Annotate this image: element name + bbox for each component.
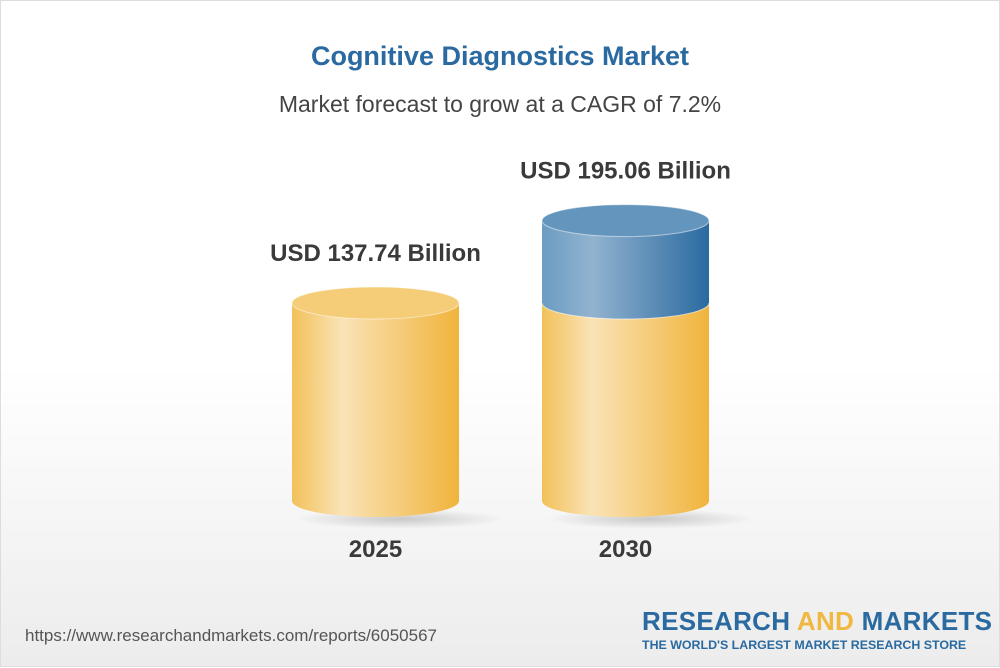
bar-2025-top [291, 286, 460, 320]
bar-2030-growth-top [541, 204, 710, 238]
source-url[interactable]: https://www.researchandmarkets.com/repor… [25, 626, 437, 645]
chart-title: Cognitive Diagnostics Market [310, 41, 690, 71]
x-tick-label: 2030 [599, 536, 652, 563]
data-label: USD 137.74 Billion [270, 240, 481, 267]
bar-2030-base [542, 303, 709, 517]
bar-2025-body [292, 303, 459, 517]
bar-divider [541, 302, 710, 320]
chart-subtitle: Market forecast to grow at a CAGR of 7.2… [278, 91, 722, 117]
bar-2030-growth-body [542, 220, 709, 319]
data-label: USD 195.06 Billion [520, 158, 731, 185]
research-and-markets-logo: RESEARCH AND MARKETS THE WORLD'S LARGEST… [642, 606, 993, 652]
x-tick-label: 2025 [349, 536, 402, 563]
